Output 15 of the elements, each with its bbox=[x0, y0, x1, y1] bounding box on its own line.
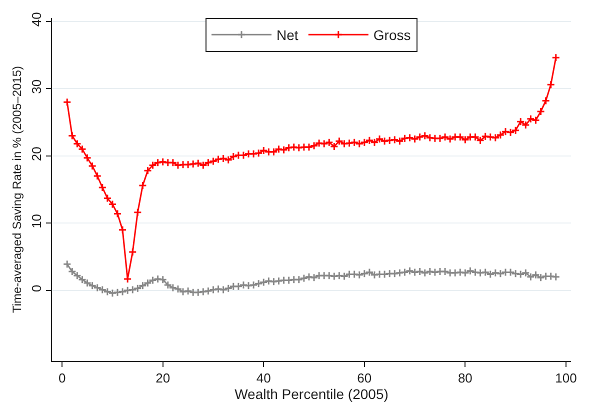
y-axis-title: Time-averaged Saving Rate in % (2005–2015) bbox=[10, 66, 24, 314]
y-tick-label: 40 bbox=[28, 12, 44, 27]
y-tick-label: 10 bbox=[28, 214, 44, 228]
y-tick-label: 0 bbox=[28, 284, 44, 292]
x-tick-label: 60 bbox=[357, 370, 372, 386]
x-tick-label: 20 bbox=[156, 370, 170, 386]
x-tick-label: 40 bbox=[256, 370, 271, 386]
legend-label: Net bbox=[276, 27, 298, 44]
x-tick-label: 100 bbox=[555, 370, 577, 386]
x-tick-label: 80 bbox=[458, 370, 472, 386]
y-tick-label: 30 bbox=[28, 79, 44, 94]
y-tick-label: 20 bbox=[28, 146, 44, 162]
legend-label: Gross bbox=[373, 27, 411, 44]
x-axis-title: Wealth Percentile (2005) bbox=[234, 386, 388, 402]
x-tick-label: 0 bbox=[58, 370, 66, 386]
